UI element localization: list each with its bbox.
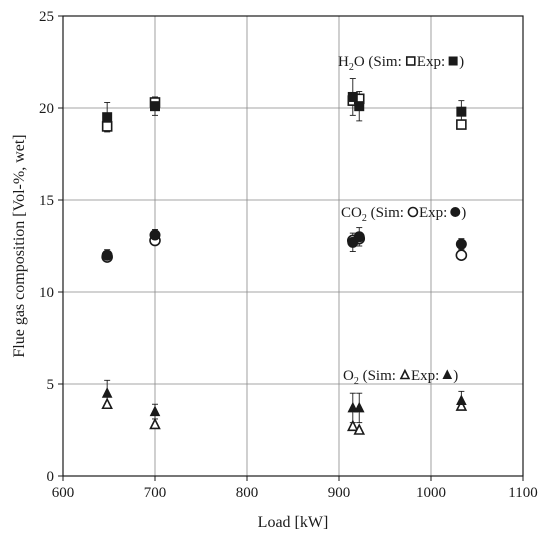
- co2-legend-close: ): [461, 205, 466, 221]
- x-tick-label: 700: [144, 485, 167, 501]
- co2-legend-label: CO2 (Sim:: [341, 205, 404, 224]
- h2o-legend-sim-marker: [405, 56, 416, 66]
- o2-exp-point: [149, 405, 161, 417]
- o2-legend-sim-marker: [399, 368, 411, 380]
- h2o-legend-exp-label: Exp:: [417, 54, 445, 70]
- h2o-legend-label: H2O (Sim:: [338, 54, 402, 73]
- y-tick-label: 0: [47, 469, 55, 485]
- o2-legend-label: O2 (Sim:: [343, 368, 396, 387]
- co2-legend-sim-marker: [407, 206, 419, 218]
- x-axis-label: Load [kW]: [258, 514, 329, 531]
- h2o-legend-close: ): [459, 54, 464, 70]
- co2-exp-point: [353, 231, 365, 243]
- o2-exp-point: [353, 401, 365, 413]
- y-tick-label: 15: [39, 193, 54, 209]
- co2-sim-point: [455, 249, 468, 261]
- y-tick-label: 20: [39, 101, 54, 117]
- y-tick-label: 5: [47, 377, 55, 393]
- h2o-exp-point: [102, 112, 113, 123]
- o2-legend-exp-label: Exp:: [411, 368, 439, 384]
- o2-exp-point: [347, 401, 359, 413]
- plot-frame: [62, 15, 524, 477]
- co2-exp-point: [149, 229, 161, 241]
- h2o-exp-point: [347, 91, 358, 102]
- x-tick-label: 1100: [508, 485, 537, 501]
- o2-sim-point: [101, 397, 113, 410]
- o2-legend-exp-marker: [442, 369, 453, 379]
- x-tick-label: 800: [236, 485, 259, 501]
- o2-sim-point: [347, 419, 359, 432]
- o2-exp-point: [456, 394, 467, 406]
- co2-exp-point: [455, 238, 467, 250]
- y-axis-label: Flue gas composition [Vol-%, wet]: [11, 134, 28, 357]
- o2-legend-close: ): [453, 368, 458, 384]
- co2-legend-exp-marker: [450, 207, 461, 217]
- h2o-sim-point: [456, 119, 467, 130]
- x-tick-label: 1000: [416, 485, 446, 501]
- axis-ticks: 600 700 800 900 1000 1100 0 5 10 15 20 25: [39, 9, 538, 501]
- h2o-exp-point: [456, 106, 467, 117]
- o2-sim-point: [455, 399, 468, 411]
- h2o-exp-point: [354, 101, 365, 112]
- h2o-exp-point: [150, 101, 160, 112]
- o2-sim-point: [353, 423, 366, 435]
- data-points: [101, 78, 468, 435]
- x-tick-label: 600: [52, 485, 75, 501]
- h2o-sim-point: [101, 121, 113, 132]
- o2-exp-point: [101, 387, 113, 398]
- o2-sim-point: [149, 417, 161, 430]
- y-tick-label: 10: [39, 285, 54, 301]
- x-tick-label: 900: [328, 485, 351, 501]
- h2o-legend-exp-marker: [448, 56, 458, 66]
- co2-exp-point: [101, 249, 113, 261]
- grid-lines: [63, 16, 523, 476]
- co2-legend-exp-label: Exp:: [419, 205, 447, 221]
- y-tick-label: 25: [39, 9, 54, 25]
- annotations: H2O (Sim: Exp:) CO2 (Sim: Exp:) O2 (Sim: E…: [338, 54, 466, 387]
